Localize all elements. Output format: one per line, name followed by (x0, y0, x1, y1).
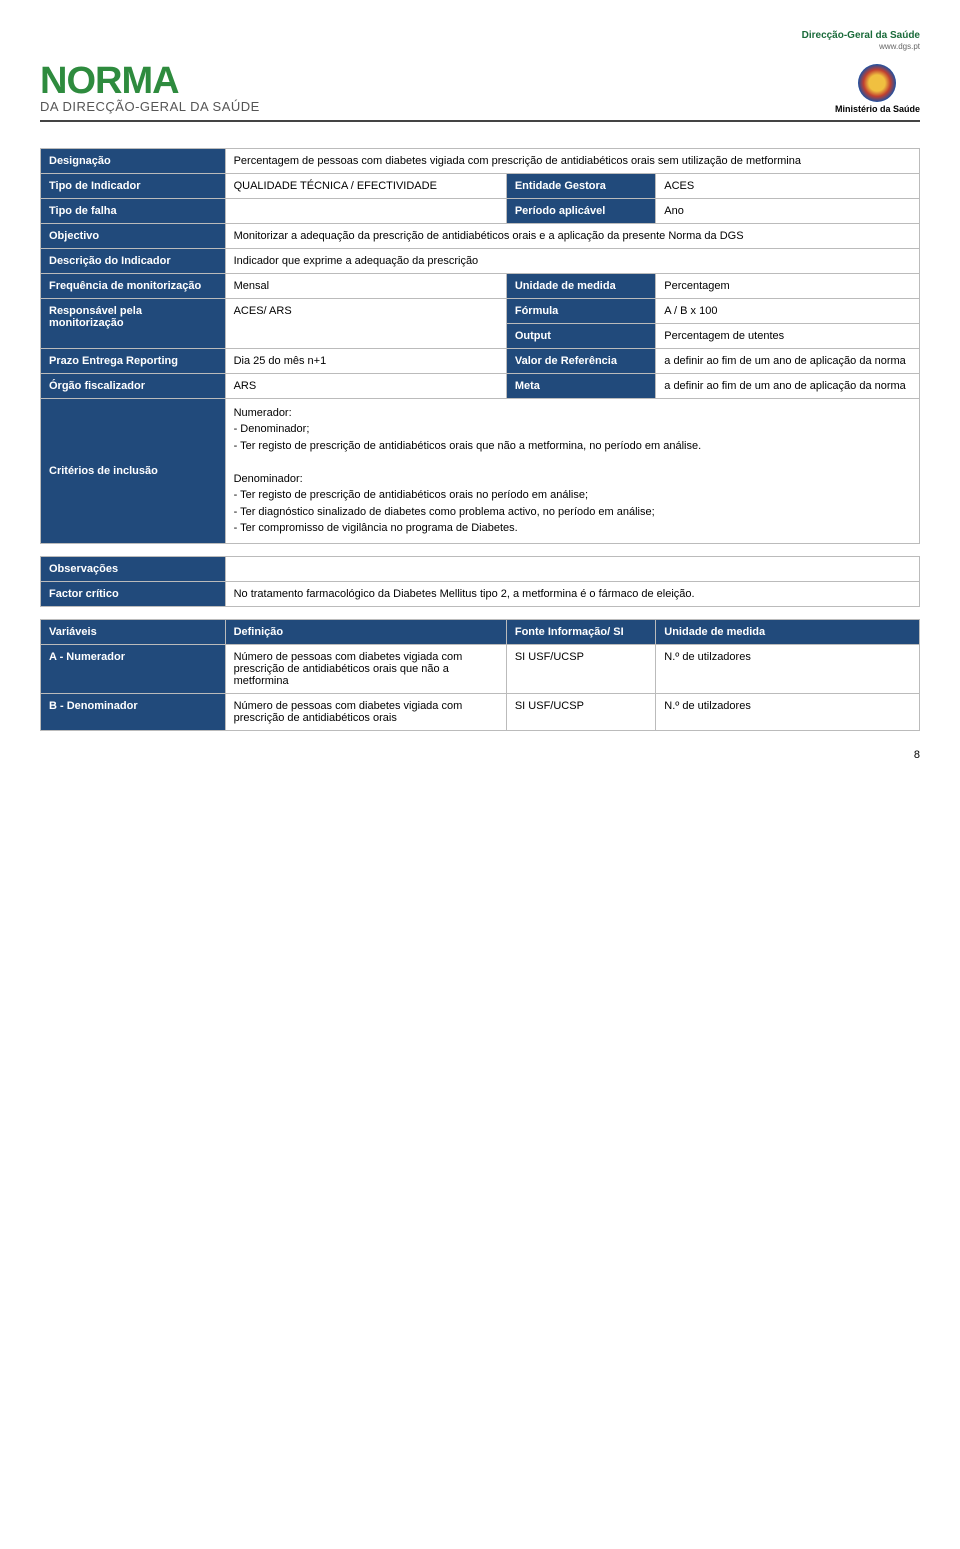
value-output: Percentagem de utentes (656, 323, 920, 348)
label-a-numerador: A - Numerador (41, 644, 226, 693)
indicator-table: Designação Percentagem de pessoas com di… (40, 148, 920, 544)
label-periodo: Período aplicável (506, 198, 655, 223)
value-descricao: Indicador que exprime a adequação da pre… (225, 248, 919, 273)
label-criterios: Critérios de inclusão (41, 398, 226, 543)
value-formula: A / B x 100 (656, 298, 920, 323)
value-a-fonte: SI USF/UCSP (506, 644, 655, 693)
norma-logo: NORMA DA DIRECÇÃO-GERAL DA SAÚDE (40, 60, 260, 114)
dgs-url: www.dgs.pt (802, 42, 920, 52)
label-objectivo: Objectivo (41, 223, 226, 248)
emblem-icon (858, 64, 896, 102)
criterios-denominador-1: - Ter registo de prescrição de antidiabé… (234, 487, 911, 504)
criterios-denominador-title: Denominador: (234, 471, 911, 488)
value-tipo-falha (225, 198, 506, 223)
page: Direcção-Geral da Saúde www.dgs.pt NORMA… (0, 0, 960, 773)
value-a-unidade: N.º de utilzadores (656, 644, 920, 693)
ministerio-logo: Ministério da Saúde (835, 64, 920, 114)
variables-table: Variáveis Definição Fonte Informação/ SI… (40, 619, 920, 731)
value-orgao: ARS (225, 373, 506, 398)
label-meta: Meta (506, 373, 655, 398)
value-valor-ref: a definir ao fim de um ano de aplicação … (656, 348, 920, 373)
dgs-title: Direcção-Geral da Saúde (802, 30, 920, 42)
label-b-denominador: B - Denominador (41, 693, 226, 730)
norma-subtitle: DA DIRECÇÃO-GERAL DA SAÚDE (40, 99, 260, 114)
label-output: Output (506, 323, 655, 348)
value-tipo-indicador: QUALIDADE TÉCNICA / EFECTIVIDADE (225, 173, 506, 198)
page-header: Direcção-Geral da Saúde www.dgs.pt (40, 30, 920, 52)
value-observacoes (225, 556, 919, 581)
criterios-numerador-title: Numerador: (234, 405, 911, 422)
value-meta: a definir ao fim de um ano de aplicação … (656, 373, 920, 398)
label-prazo: Prazo Entrega Reporting (41, 348, 226, 373)
value-prazo: Dia 25 do mês n+1 (225, 348, 506, 373)
criterios-numerador-1: - Denominador; (234, 421, 911, 438)
label-observacoes: Observações (41, 556, 226, 581)
header-fonte: Fonte Informação/ SI (506, 619, 655, 644)
value-b-unidade: N.º de utilzadores (656, 693, 920, 730)
value-frequencia: Mensal (225, 273, 506, 298)
label-designacao: Designação (41, 148, 226, 173)
value-criterios: Numerador: - Denominador; - Ter registo … (225, 398, 919, 543)
label-tipo-indicador: Tipo de Indicador (41, 173, 226, 198)
criterios-denominador-3: - Ter compromisso de vigilância no progr… (234, 520, 911, 537)
observations-table: Observações Factor crítico No tratamento… (40, 556, 920, 607)
value-factor: No tratamento farmacológico da Diabetes … (225, 581, 919, 606)
label-orgao: Órgão fiscalizador (41, 373, 226, 398)
norma-title: NORMA (40, 60, 260, 103)
label-responsavel: Responsável pela monitorização (41, 298, 226, 348)
value-b-fonte: SI USF/UCSP (506, 693, 655, 730)
label-tipo-falha: Tipo de falha (41, 198, 226, 223)
label-unidade: Unidade de medida (506, 273, 655, 298)
page-number: 8 (914, 749, 920, 761)
criterios-numerador-2: - Ter registo de prescrição de antidiabé… (234, 438, 911, 455)
value-entidade-gestora: ACES (656, 173, 920, 198)
header-divider (40, 120, 920, 122)
value-a-def: Número de pessoas com diabetes vigiada c… (225, 644, 506, 693)
label-formula: Fórmula (506, 298, 655, 323)
label-valor-ref: Valor de Referência (506, 348, 655, 373)
value-designacao: Percentagem de pessoas com diabetes vigi… (225, 148, 919, 173)
value-unidade: Percentagem (656, 273, 920, 298)
label-frequencia: Frequência de monitorização (41, 273, 226, 298)
criterios-denominador-2: - Ter diagnóstico sinalizado de diabetes… (234, 504, 911, 521)
header-unidade: Unidade de medida (656, 619, 920, 644)
ministerio-label: Ministério da Saúde (835, 104, 920, 114)
label-entidade-gestora: Entidade Gestora (506, 173, 655, 198)
value-responsavel: ACES/ ARS (225, 298, 506, 348)
header-variaveis: Variáveis (41, 619, 226, 644)
dgs-logo: Direcção-Geral da Saúde www.dgs.pt (802, 30, 920, 52)
label-factor: Factor crítico (41, 581, 226, 606)
value-b-def: Número de pessoas com diabetes vigiada c… (225, 693, 506, 730)
value-objectivo: Monitorizar a adequação da prescrição de… (225, 223, 919, 248)
header-definicao: Definição (225, 619, 506, 644)
value-periodo: Ano (656, 198, 920, 223)
label-descricao: Descrição do Indicador (41, 248, 226, 273)
